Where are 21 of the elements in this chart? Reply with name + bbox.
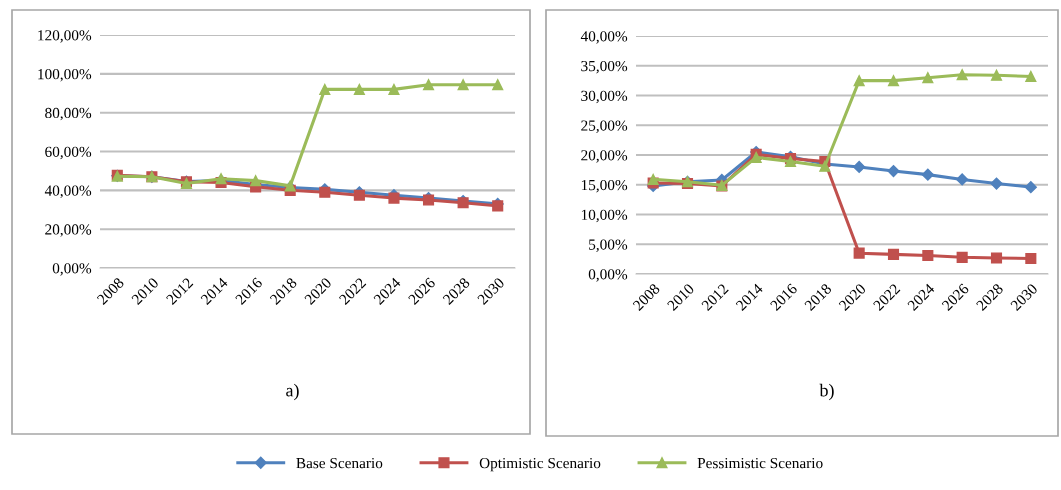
text: b): [819, 383, 834, 401]
y-tick-label: 25,00%: [581, 120, 628, 133]
y-tick-label: 40,00%: [44, 185, 92, 198]
y-tick-label: 60,00%: [45, 146, 92, 160]
legend-label: Base Scenario: [296, 457, 383, 469]
y-tick-label: 10,00%: [581, 209, 628, 223]
y-tick-label: 30,00%: [581, 90, 628, 104]
legend-label: Pessimistic Scenario: [697, 457, 823, 469]
legend-label: Optimistic Scenario: [479, 457, 601, 472]
text: a): [286, 383, 299, 401]
y-tick-label: 100,00%: [38, 68, 92, 82]
y-tick-label: 15,00%: [581, 179, 628, 193]
y-tick-label: 20,00%: [581, 150, 628, 163]
y-tick-label: 40,00%: [580, 31, 628, 44]
y-tick-label: 80,00%: [45, 107, 92, 121]
y-tick-label: 0,00%: [588, 269, 628, 282]
y-tick-label: 5,00%: [589, 239, 628, 252]
y-tick-label: 20,00%: [45, 224, 92, 237]
y-tick-label: 0,00%: [52, 263, 92, 276]
y-tick-label: 120,00%: [38, 30, 92, 43]
y-tick-label: 35,00%: [581, 60, 628, 74]
